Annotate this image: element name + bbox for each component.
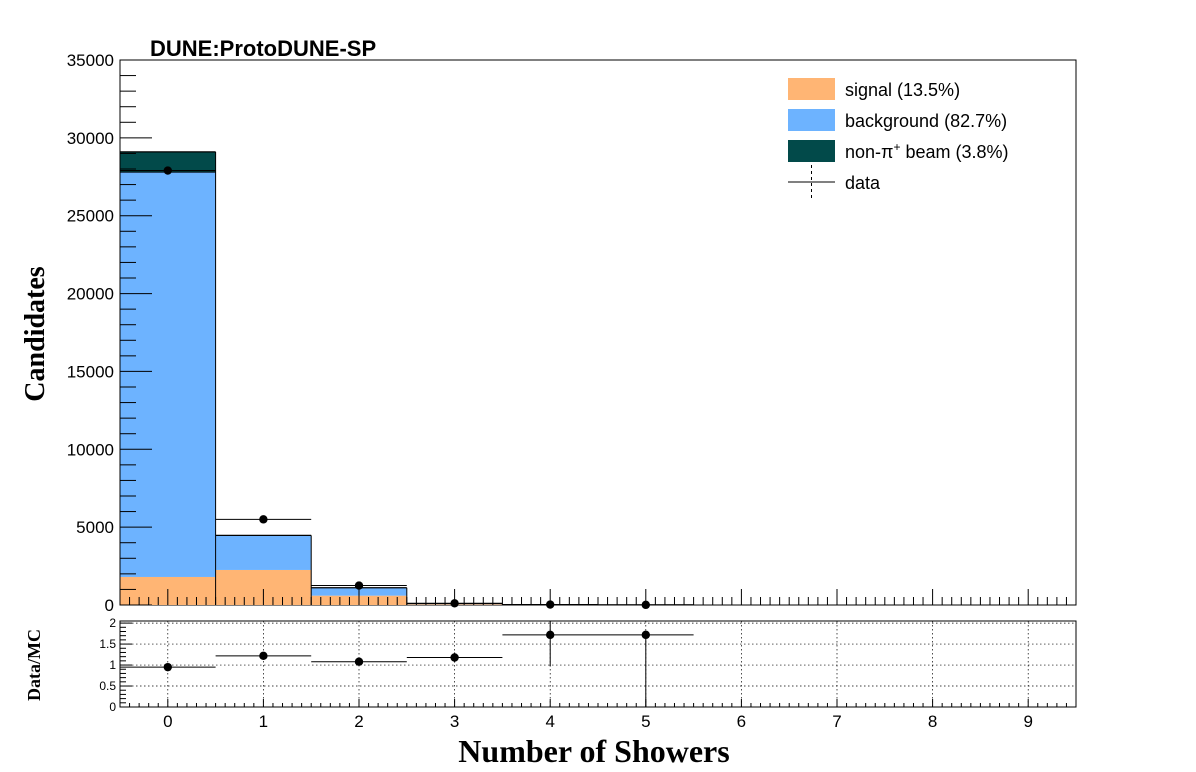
ratio-point-0 (163, 662, 172, 672)
data-point-2 (354, 581, 364, 590)
data-point-0 (163, 166, 172, 175)
data-point-3 (450, 599, 459, 608)
x-tick-label: 3 (450, 712, 459, 731)
x-tick-label: 0 (163, 712, 172, 731)
main-plot-frame (119, 59, 1077, 606)
ratio-axis-ticks (119, 622, 1077, 708)
ratio-point-5 (641, 630, 650, 640)
ratio-point-4 (546, 630, 555, 640)
ratio-y-tick-label: 2 (109, 616, 116, 630)
ratio-y-tick-label: 0 (109, 700, 116, 714)
ratio-point-3 (450, 653, 459, 662)
data-point-5 (641, 600, 650, 610)
y-tick-label: 20000 (67, 285, 114, 304)
ratio-y-tick-label: 1 (109, 658, 116, 672)
bar-1-1 (215, 535, 312, 570)
y-tick-label: 0 (105, 596, 114, 615)
legend-label-3: data (845, 173, 881, 193)
ratio-point-2 (354, 657, 364, 666)
y-axis-title: Candidates (20, 266, 51, 401)
x-axis-title: Number of Showers (458, 733, 729, 769)
legend-label-text: non-π (845, 142, 893, 162)
ratio-y-axis-title: Data/MC (24, 629, 44, 701)
legend-label-0: signal (13.5%) (845, 80, 960, 100)
y-tick-label: 25000 (67, 207, 114, 226)
x-tick-label: 8 (928, 712, 937, 731)
data-point-1 (259, 515, 268, 524)
y-tick-label: 35000 (67, 51, 114, 70)
stacked-histogram (119, 151, 694, 606)
data-points (120, 166, 694, 610)
ratio-y-tick-labels: 0 0.5 1 1.5 2 (99, 616, 116, 714)
legend-swatch-0 (788, 78, 835, 100)
y-tick-label: 10000 (67, 440, 114, 459)
ratio-y-tick-label: 1.5 (99, 637, 116, 651)
legend-label-2: non-π+ beam (3.8%) (845, 140, 1009, 162)
y-tick-labels: 0 5000 10000 15000 20000 25000 30000 35000 (67, 51, 114, 615)
x-tick-label: 2 (354, 712, 363, 731)
x-tick-label: 5 (641, 712, 650, 731)
ratio-grid (120, 621, 1076, 707)
legend-label-text: data (845, 173, 881, 193)
main-panel (119, 59, 1077, 606)
data-point-4 (546, 600, 555, 609)
ratio-points (120, 621, 694, 707)
ratio-y-tick-label: 0.5 (99, 679, 116, 693)
bar-2-0 (120, 151, 216, 173)
x-tick-label: 1 (259, 712, 268, 731)
bar-1-0 (120, 172, 216, 577)
legend-label-text: signal (13.5%) (845, 80, 960, 100)
chart-title: DUNE:ProtoDUNE-SP (150, 36, 376, 61)
x-tick-label: 4 (545, 712, 554, 731)
legend-label-1: background (82.7%) (845, 111, 1007, 131)
x-tick-labels: 0 1 2 3 4 5 6 7 8 9 (163, 712, 1033, 731)
main-axis-ticks (119, 59, 1077, 606)
legend-label-suffix: beam (3.8%) (900, 142, 1008, 162)
x-tick-label: 7 (832, 712, 841, 731)
legend-swatch-2 (788, 140, 835, 162)
y-tick-label: 30000 (67, 129, 114, 148)
legend: signal (13.5%) background (82.7%) non-π+ b… (788, 78, 1009, 199)
y-tick-label: 5000 (76, 518, 114, 537)
legend-label-text: background (82.7%) (845, 111, 1007, 131)
x-tick-label: 6 (737, 712, 746, 731)
legend-swatch-1 (788, 109, 835, 131)
ratio-point-1 (259, 651, 268, 661)
x-tick-label: 9 (1023, 712, 1032, 731)
y-tick-label: 15000 (67, 362, 114, 381)
legend-label-sup: + (893, 140, 900, 154)
